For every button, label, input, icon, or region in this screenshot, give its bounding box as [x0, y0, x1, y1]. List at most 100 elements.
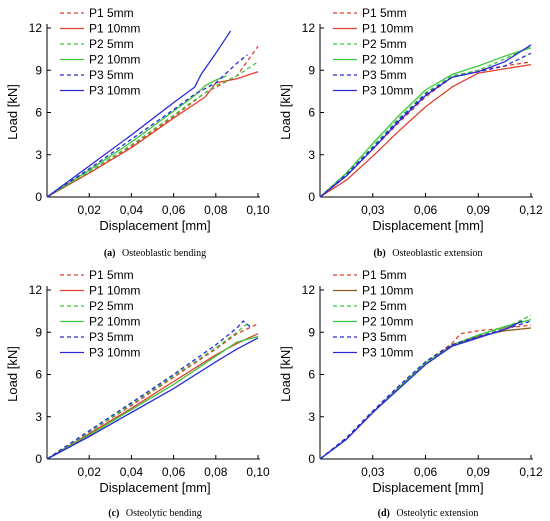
y-tick-label: 9	[35, 63, 42, 77]
x-axis-label: Displacement [mm]	[99, 218, 210, 233]
y-tick-label: 9	[308, 325, 315, 339]
legend-label: P3 10mm	[89, 346, 140, 360]
caption-text: Osteolytic extension	[396, 508, 478, 519]
y-axis-label: Load [kN]	[278, 84, 293, 140]
legend-label: P3 10mm	[89, 84, 140, 98]
y-tick-label: 0	[308, 190, 315, 204]
y-tick-label: 9	[308, 63, 315, 77]
legend-label: P2 10mm	[89, 315, 140, 329]
series-line	[319, 45, 532, 198]
x-tick-label: 0,06	[414, 465, 438, 479]
legend-label: P1 5mm	[362, 6, 407, 20]
caption: (d) Osteolytic extension	[378, 508, 479, 519]
y-tick-label: 12	[302, 283, 316, 297]
y-tick-label: 12	[302, 21, 316, 35]
legend-label: P1 5mm	[89, 268, 134, 282]
y-tick-label: 12	[29, 283, 43, 297]
series-line	[46, 335, 259, 460]
series-line	[319, 63, 532, 198]
series-line	[46, 71, 259, 198]
caption-letter: (b)	[374, 248, 386, 259]
legend-label: P2 5mm	[362, 37, 407, 51]
series-line	[46, 54, 248, 198]
series-line	[319, 47, 532, 198]
legend-label: P3 10mm	[362, 84, 413, 98]
y-tick-label: 3	[308, 410, 315, 424]
x-axis-label: Displacement [mm]	[99, 480, 210, 495]
series-line	[319, 61, 532, 198]
legend-label: P2 5mm	[362, 299, 407, 313]
caption: (a) Osteoblastic bending	[104, 248, 206, 259]
y-tick-label: 0	[308, 452, 315, 466]
y-tick-label: 0	[35, 452, 42, 466]
x-tick-label: 0,09	[467, 465, 491, 479]
y-tick-label: 12	[29, 21, 43, 35]
legend-label: P1 10mm	[362, 284, 413, 298]
caption: (b) Osteoblastic extension	[374, 248, 483, 259]
y-tick-label: 6	[35, 106, 42, 120]
y-tick-label: 9	[35, 325, 42, 339]
series-line	[46, 30, 232, 198]
y-tick-label: 6	[308, 106, 315, 120]
series-line	[319, 320, 523, 460]
legend-label: P2 5mm	[89, 299, 134, 313]
y-axis-label: Load [kN]	[278, 346, 293, 402]
x-tick-label: 0,08	[204, 203, 228, 217]
legend-label: P3 10mm	[362, 346, 413, 360]
caption-text: Osteolytic bending	[126, 508, 202, 519]
series-line	[46, 320, 253, 460]
y-tick-label: 3	[308, 148, 315, 162]
legend-label: P1 10mm	[89, 22, 140, 36]
x-tick-label: 0,04	[120, 465, 144, 479]
series-line	[46, 333, 259, 460]
series-line	[319, 52, 532, 198]
legend-label: P2 10mm	[362, 315, 413, 329]
caption-text: Osteoblastic bending	[122, 248, 206, 259]
x-axis-label: Displacement [mm]	[372, 480, 483, 495]
x-tick-label: 0,08	[204, 465, 228, 479]
series-line	[46, 61, 259, 198]
series-line	[46, 75, 227, 198]
x-tick-label: 0,12	[519, 203, 543, 217]
series-line	[319, 314, 532, 460]
caption: (c) Osteolytic bending	[108, 508, 201, 519]
legend-label: P3 5mm	[362, 68, 407, 82]
y-tick-label: 6	[35, 368, 42, 382]
series-line	[319, 327, 532, 460]
y-axis-label: Load [kN]	[5, 84, 20, 140]
legend-label: P1 10mm	[89, 284, 140, 298]
legend-label: P1 10mm	[362, 22, 413, 36]
series-line	[319, 320, 532, 460]
caption-text: Osteoblastic extension	[392, 248, 482, 259]
y-axis-label: Load [kN]	[5, 346, 20, 402]
series-line	[46, 337, 259, 460]
legend-label: P1 5mm	[362, 268, 407, 282]
x-tick-label: 0,10	[246, 203, 270, 217]
x-tick-label: 0,04	[120, 203, 144, 217]
y-tick-label: 6	[308, 368, 315, 382]
x-axis-label: Displacement [mm]	[372, 218, 483, 233]
caption-letter: (d)	[378, 508, 390, 519]
caption-letter: (c)	[108, 508, 119, 519]
x-tick-label: 0,10	[246, 465, 270, 479]
series-line	[46, 323, 248, 460]
series-line	[319, 318, 532, 460]
y-tick-label: 3	[35, 410, 42, 424]
y-tick-label: 0	[35, 190, 42, 204]
x-tick-label: 0,06	[414, 203, 438, 217]
x-tick-label: 0,02	[78, 465, 102, 479]
legend-label: P3 5mm	[362, 330, 407, 344]
legend-label: P3 5mm	[89, 330, 134, 344]
